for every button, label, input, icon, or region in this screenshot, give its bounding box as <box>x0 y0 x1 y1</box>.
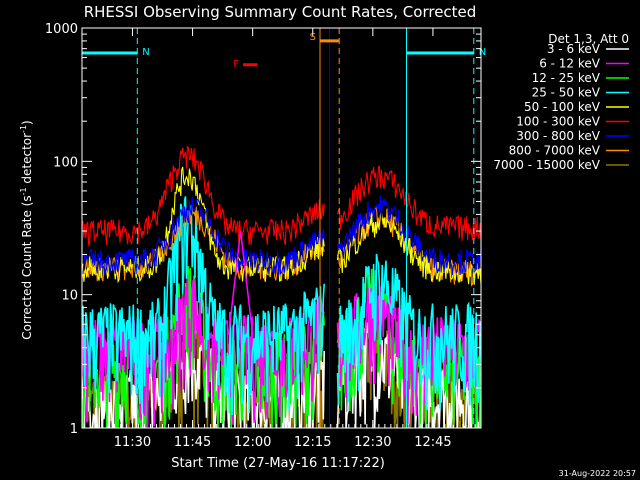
legend-label-6: 300 - 800 keV <box>516 129 600 143</box>
legend-label-1: 6 - 12 keV <box>539 57 601 71</box>
flag-label-1: N <box>479 47 486 58</box>
legend-label-7: 800 - 7000 keV <box>509 144 601 158</box>
x-tick-label-1: 11:45 <box>174 435 211 450</box>
y-axis-label-end: ) <box>20 120 34 125</box>
y-axis: 1 10 100 1000 <box>45 22 481 437</box>
flag-label-0: N <box>142 47 149 58</box>
legend-header: Det 1,3, Att 0 <box>548 32 629 46</box>
y-axis-label-sup2: -1 <box>19 125 28 133</box>
series-25-50-kev <box>82 196 481 416</box>
y-tick-label-0: 1 <box>70 422 78 437</box>
y-axis-label: Corrected Count Rate (s-1 detector-1) <box>19 120 34 339</box>
y-axis-label-sup1: -1 <box>19 187 28 195</box>
x-axis-label: Start Time (27-May-16 11:17:22) <box>171 456 385 471</box>
series-layer <box>82 145 481 428</box>
legend-label-4: 50 - 100 keV <box>524 100 601 114</box>
x-tick-label-4: 12:30 <box>354 435 391 450</box>
legend-label-2: 12 - 25 keV <box>532 71 601 85</box>
chart-title: RHESSI Observing Summary Count Rates, Co… <box>84 3 477 21</box>
legend-label-0: 3 - 6 keV <box>547 42 601 56</box>
flag-label-2: S <box>310 32 316 43</box>
timestamp: 31-Aug-2022 20:57 <box>559 469 636 478</box>
y-tick-label-3: 1000 <box>45 22 78 37</box>
y-axis-label-mid: detector <box>20 133 34 188</box>
legend-label-5: 100 - 300 keV <box>516 115 600 129</box>
series-800-7000-kev <box>82 195 481 276</box>
plot-frame <box>81 27 482 429</box>
y-tick-label-2: 100 <box>53 155 78 170</box>
y-axis-label-main: Corrected Count Rate (s <box>20 195 34 339</box>
series-spike-6-12-kev <box>227 231 254 335</box>
y-tick-label-1: 10 <box>61 289 78 304</box>
flag-label-3: F <box>233 59 239 70</box>
series-300-800-kev <box>82 145 481 247</box>
x-axis: 11:30 11:45 12:00 12:15 12:30 12:45 <box>83 28 476 450</box>
legend-label-3: 25 - 50 keV <box>532 86 601 100</box>
legend-label-8: 7000 - 15000 keV <box>493 158 600 172</box>
x-tick-label-2: 12:00 <box>234 435 271 450</box>
x-tick-label-3: 12:15 <box>294 435 331 450</box>
x-tick-label-5: 12:45 <box>414 435 451 450</box>
x-tick-label-0: 11:30 <box>114 435 151 450</box>
